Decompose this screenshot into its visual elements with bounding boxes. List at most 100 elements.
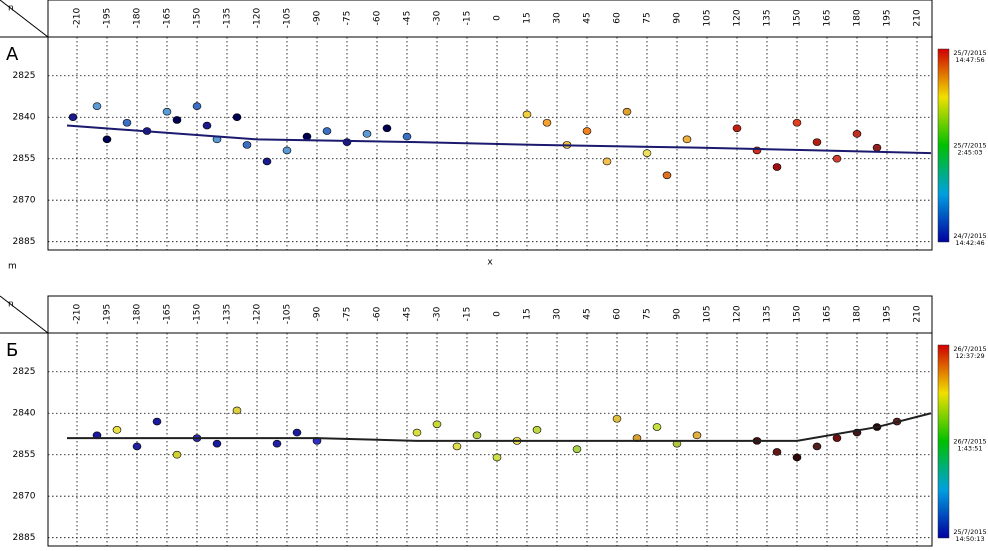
event-point — [642, 149, 652, 157]
x-tick-label: -195 — [103, 304, 113, 324]
event-point — [412, 428, 422, 437]
event-point — [262, 157, 272, 166]
x-tick-label: -105 — [283, 8, 293, 28]
x-tick-label: 60 — [613, 308, 623, 320]
colorbar-label: 14:42:46 — [955, 239, 984, 247]
event-point — [652, 423, 662, 431]
well-trajectory — [66, 124, 932, 155]
x-tick-label: -180 — [133, 304, 143, 325]
x-tick-label: 135 — [763, 305, 773, 322]
event-point — [532, 426, 542, 434]
x-tick-label: 105 — [703, 9, 713, 26]
panel-label: Б — [6, 340, 18, 361]
event-point — [612, 414, 622, 423]
colorbar-label: 2:45:03 — [957, 149, 982, 157]
y-tick-label: 2825 — [13, 71, 36, 81]
event-point — [122, 118, 132, 127]
corner-label: n — [8, 4, 14, 14]
x-tick-label: 210 — [913, 305, 923, 322]
x-tick-label: -105 — [283, 304, 293, 324]
y-tick-label: 2825 — [13, 367, 36, 377]
event-point — [622, 107, 632, 116]
x-tick-label: -210 — [73, 8, 83, 29]
event-point — [242, 141, 252, 149]
event-point — [832, 434, 842, 442]
event-point — [732, 124, 742, 133]
x-axis-label: x — [487, 258, 493, 268]
event-point — [452, 442, 462, 451]
x-tick-label: -180 — [133, 8, 143, 29]
event-point — [402, 132, 412, 141]
x-tick-label: 90 — [673, 12, 683, 24]
well-trajectory — [67, 412, 932, 442]
x-tick-label: -210 — [73, 304, 83, 325]
x-tick-label: -135 — [223, 8, 233, 28]
y-tick-label: 2840 — [13, 409, 36, 419]
x-tick-label: 0 — [493, 311, 503, 317]
event-point — [232, 113, 242, 122]
x-tick-label: 150 — [793, 9, 803, 26]
y-tick-label: 2855 — [13, 450, 36, 460]
x-tick-label: 15 — [523, 12, 533, 23]
event-point — [302, 132, 312, 141]
event-point — [572, 445, 582, 453]
colorbar — [937, 48, 950, 243]
x-tick-label: -120 — [253, 304, 263, 325]
event-point — [492, 453, 502, 462]
event-point — [602, 157, 612, 166]
corner-diagonal — [0, 0, 49, 38]
x-tick-label: -15 — [463, 307, 473, 322]
x-tick-label: -75 — [343, 307, 353, 322]
event-point — [692, 431, 702, 440]
y-tick-label: 2870 — [13, 492, 36, 502]
x-tick-label: 120 — [733, 305, 743, 322]
event-point — [162, 107, 172, 116]
event-point — [382, 124, 392, 133]
event-point — [202, 121, 212, 130]
x-tick-label: -90 — [313, 10, 323, 25]
event-point — [292, 428, 302, 437]
event-point — [92, 102, 102, 110]
event-point — [812, 138, 822, 146]
x-tick-label: -75 — [343, 11, 353, 26]
x-tick-label: 105 — [703, 305, 713, 322]
x-tick-label: 15 — [523, 308, 533, 319]
x-tick-label: 150 — [793, 305, 803, 322]
x-tick-label: 30 — [553, 308, 563, 320]
event-point — [542, 118, 552, 127]
event-point — [322, 127, 332, 135]
x-tick-label: 90 — [673, 308, 683, 320]
event-point — [772, 163, 782, 171]
colorbar-label: 12:37:29 — [955, 352, 984, 360]
x-tick-label: -60 — [373, 10, 383, 25]
x-tick-label: 195 — [883, 305, 893, 322]
x-tick-label: -150 — [193, 304, 203, 325]
x-tick-label: 45 — [583, 308, 593, 319]
y-tick-label: 2840 — [13, 113, 36, 123]
event-point — [172, 450, 182, 459]
x-tick-label: 165 — [823, 9, 833, 26]
event-point — [772, 448, 782, 456]
colorbar-label: 14:47:56 — [955, 56, 984, 64]
colorbar-label: 25/7/2015 — [953, 49, 986, 57]
x-tick-label: -165 — [163, 304, 173, 324]
plot-frame — [47, 0, 933, 251]
colorbar-label: 25/7/2015 — [953, 142, 986, 150]
x-tick-label: 210 — [913, 9, 923, 26]
corner-label: n — [8, 300, 14, 310]
event-point — [282, 146, 292, 155]
colorbar-label: 26/7/2015 — [953, 345, 986, 353]
x-tick-label: 60 — [613, 12, 623, 24]
colorbar-label: 1:43:51 — [957, 445, 982, 453]
event-point — [472, 431, 482, 440]
x-tick-label: 120 — [733, 9, 743, 26]
event-point — [68, 113, 78, 122]
event-point — [232, 406, 242, 415]
colorbar-label: 24/7/2015 — [953, 232, 986, 240]
x-tick-label: -30 — [433, 10, 443, 25]
event-point — [112, 426, 122, 434]
x-tick-label: 75 — [643, 12, 653, 23]
event-point — [152, 417, 162, 426]
event-point — [342, 138, 352, 146]
x-tick-label: 180 — [853, 9, 863, 26]
